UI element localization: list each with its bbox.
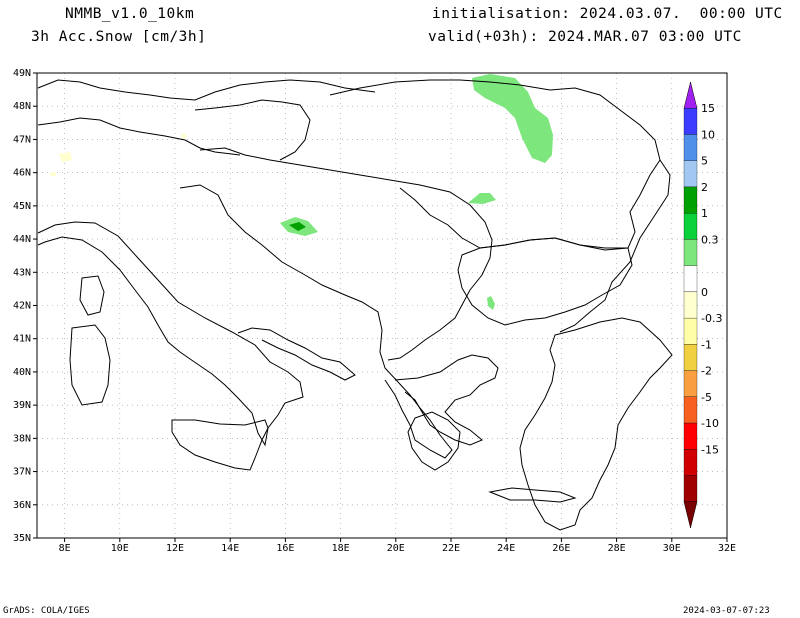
footer-timestamp: 2024-03-07-07:23 (683, 606, 770, 616)
romania-border (329, 79, 661, 249)
footer-credit: GrADS: COLA/IGES (3, 606, 90, 616)
colorbar-label: 2 (701, 181, 708, 194)
lat-tick-label: 48N (13, 101, 31, 112)
colorbar-segment (683, 396, 698, 424)
colorbar-segment (683, 213, 698, 240)
snow-area-bosnia-core (289, 222, 306, 231)
alps-border (37, 117, 241, 156)
lat-tick-label: 36N (13, 500, 31, 511)
lat-tick-label: 35N (13, 533, 31, 544)
colorbar-label: 0 (701, 286, 708, 299)
italy-heel (237, 327, 356, 381)
lon-tick-label: 16E (276, 543, 294, 554)
colorbar-segment (683, 475, 698, 502)
lon-tick-label: 32E (718, 543, 736, 554)
colorbar-segment (683, 134, 698, 161)
snow-area-alps-2 (181, 134, 186, 138)
lon-tick-label: 24E (497, 543, 515, 554)
colorbar-label: -10 (701, 417, 719, 430)
lat-tick-label: 47N (13, 134, 31, 145)
lat-tick-label: 49N (13, 68, 31, 79)
longitude-labels: 8E 10E 12E 14E 16E 18E 20E 22E 24E 26E 28E 30E 32E (59, 538, 736, 554)
lat-tick-label: 44N (13, 234, 31, 245)
lat-tick-label: 46N (13, 168, 31, 179)
colorbar-segment (683, 160, 698, 188)
snow-area-alps-1 (59, 152, 72, 162)
black-sea-coast (559, 159, 671, 333)
colorbar-segment (683, 108, 698, 135)
lon-tick-label: 22E (442, 543, 460, 554)
colorbar-segment (683, 370, 698, 397)
snow-area-bulgaria (487, 296, 495, 310)
greece-peninsula (394, 354, 499, 446)
lon-tick-label: 30E (663, 543, 681, 554)
corsica-outline (79, 275, 105, 316)
colorbar-label: -2 (701, 365, 712, 378)
colorbar-segment (683, 186, 698, 214)
sicily-outline (171, 419, 269, 471)
colorbar-label: 5 (701, 155, 708, 168)
colorbar-label: -0.3 (701, 312, 722, 325)
lat-tick-label: 41N (13, 334, 31, 345)
lat-tick-label: 42N (13, 301, 31, 312)
colorbar-label: 10 (701, 128, 715, 141)
snow-areas (50, 74, 553, 310)
balkan-borders (199, 147, 493, 361)
lon-tick-label: 10E (111, 543, 129, 554)
colorbar-segment (683, 265, 698, 293)
colorbar-top-arrow (683, 81, 698, 109)
lat-tick-label: 38N (13, 433, 31, 444)
colorbar-label: -5 (701, 391, 712, 404)
valid-time: valid(+03h): 2024.MAR.07 03:00 UTC (428, 29, 742, 45)
austria-hungary-border (194, 99, 311, 161)
lon-tick-label: 28E (608, 543, 626, 554)
lon-tick-label: 12E (166, 543, 184, 554)
colorbar-label: -1 (701, 338, 712, 351)
initialisation-time: initialisation: 2024.03.07. 00:00 UTC (432, 6, 783, 22)
model-title: NMMB_v1.0_10km (65, 6, 195, 22)
colorbar-label: -15 (701, 443, 719, 456)
lon-tick-label: 20E (387, 543, 405, 554)
turkey-coast (519, 317, 673, 531)
latitude-labels: 49N 48N 47N 46N 45N 44N 43N 42N 41N 40N 39N 38N 37N 3… (13, 68, 37, 544)
colorbar: 15 10 5 2 1 0.3 0 -0.3 -1 -2 -5 -10 -15 (683, 81, 722, 529)
colorbar-label: 0.3 (701, 233, 719, 246)
snow-area-romania-central (468, 193, 496, 204)
snow-area-alps-3 (50, 172, 56, 176)
peloponnese-outline (407, 411, 461, 471)
field-title: 3h Acc.Snow [cm/3h] (31, 29, 207, 45)
colorbar-segment (683, 449, 698, 476)
crete-outline (488, 487, 577, 503)
lat-lon-grid (37, 73, 727, 538)
colorbar-label: 1 (701, 207, 708, 220)
lon-tick-label: 18E (332, 543, 350, 554)
colorbar-segment (683, 344, 698, 371)
colorbar-segment (683, 291, 698, 319)
colorbar-segment (683, 317, 698, 345)
lon-tick-label: 14E (221, 543, 239, 554)
colorbar-label: 15 (701, 102, 715, 115)
colorbar-bottom-arrow (683, 501, 698, 529)
italy-coastline (37, 221, 304, 447)
colorbar-segment (683, 239, 698, 266)
lon-tick-label: 8E (59, 543, 71, 554)
lat-tick-label: 45N (13, 201, 31, 212)
lon-tick-label: 26E (552, 543, 570, 554)
colorbar-segment (683, 422, 698, 450)
sardinia-outline (69, 324, 111, 406)
north-border (37, 79, 376, 101)
lat-tick-label: 40N (13, 367, 31, 378)
snow-area-romania-north (472, 74, 553, 163)
coastlines-and-borders (37, 79, 673, 531)
lat-tick-label: 43N (13, 267, 31, 278)
adriatic-east-coast (179, 184, 453, 459)
lat-tick-label: 39N (13, 400, 31, 411)
bulgaria-border (457, 237, 633, 326)
lat-tick-label: 37N (13, 467, 31, 478)
